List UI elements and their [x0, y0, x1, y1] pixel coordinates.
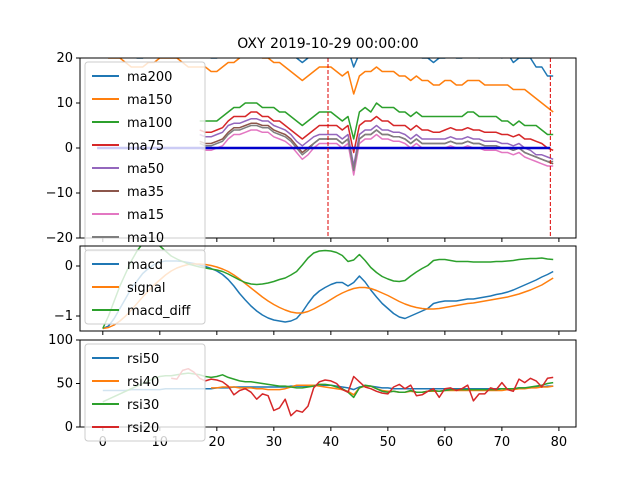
macd-legend-label-signal: signal: [127, 281, 165, 296]
ma-y-tick-label: 20: [56, 51, 73, 66]
macd-y-tick-label: −1: [54, 309, 73, 324]
macd-legend-label-macd_diff: macd_diff: [127, 304, 191, 319]
ma-legend: ma200 ma150 ma100 ma75 ma50 ma35 ma15 ma10: [84, 61, 206, 252]
ma-y-tick-label: 10: [56, 96, 73, 111]
ma-y-tick-label: −20: [46, 231, 73, 246]
x-tick-label: 80: [551, 435, 568, 450]
rsi-legend-label-rsi50: rsi50: [127, 352, 159, 367]
ma-y-tick-label: −10: [46, 186, 73, 201]
rsi-legend-box: [84, 343, 206, 442]
ma-y-tick-label: 0: [65, 141, 73, 156]
ma-plot-area: [97, 58, 554, 238]
ma-series-ma15-line: [199, 129, 554, 176]
ma-legend-label-ma75: ma75: [127, 139, 164, 154]
macd-legend-box: [84, 249, 206, 325]
x-tick-label: 70: [494, 435, 511, 450]
ma-legend-label-ma10: ma10: [127, 231, 164, 246]
rsi-series-rsi20-line: [171, 367, 554, 417]
x-tick-label: 40: [323, 435, 340, 450]
ma-legend-label-ma35: ma35: [127, 185, 164, 200]
macd-y-tick-label: 0: [65, 259, 73, 274]
rsi-y-tick-label: 0: [65, 420, 73, 435]
rsi-y-tick-label: 50: [56, 377, 73, 392]
macd-legend-label-macd: macd: [127, 258, 163, 273]
x-tick-label: 0: [99, 435, 107, 450]
rsi-y-tick-label: 100: [48, 333, 73, 348]
rsi-legend-label-rsi30: rsi30: [127, 398, 159, 413]
ma-legend-label-ma150: ma150: [127, 93, 172, 108]
chart-panels: −20−1001020ma200ma150ma100ma75ma50ma35ma…: [46, 51, 577, 450]
macd-legend: macd signal macd_diff: [84, 249, 206, 325]
x-tick-label: 60: [437, 435, 454, 450]
rsi-legend-label-rsi20: rsi20: [127, 421, 159, 436]
x-tick-label: 50: [380, 435, 397, 450]
rsi-legend-label-rsi40: rsi40: [127, 375, 159, 390]
ma-legend-label-ma15: ma15: [127, 208, 164, 223]
ma-series-ma75-line: [199, 111, 554, 154]
chart-title: OXY 2019-10-29 00:00:00: [237, 36, 418, 52]
x-tick-label: 30: [266, 435, 283, 450]
macd-axes-frame: [79, 245, 577, 332]
ma-legend-label-ma100: ma100: [127, 116, 172, 131]
rsi-legend: rsi50 rsi40 rsi30 rsi20: [84, 343, 206, 442]
ma-legend-label-ma200: ma200: [127, 70, 172, 85]
macd-panel: −1 0 macd signal macd_diff: [54, 245, 577, 335]
ma-series-ma100-line: [199, 102, 554, 140]
x-tick-label: 20: [209, 435, 226, 450]
ma-legend-label-ma50: ma50: [127, 162, 164, 177]
ma-series-ma50-line: [199, 118, 554, 167]
ma-series-ma10-line: [199, 124, 554, 172]
ma-panel: −20−1001020ma200ma150ma100ma75ma50ma35ma…: [46, 51, 577, 252]
